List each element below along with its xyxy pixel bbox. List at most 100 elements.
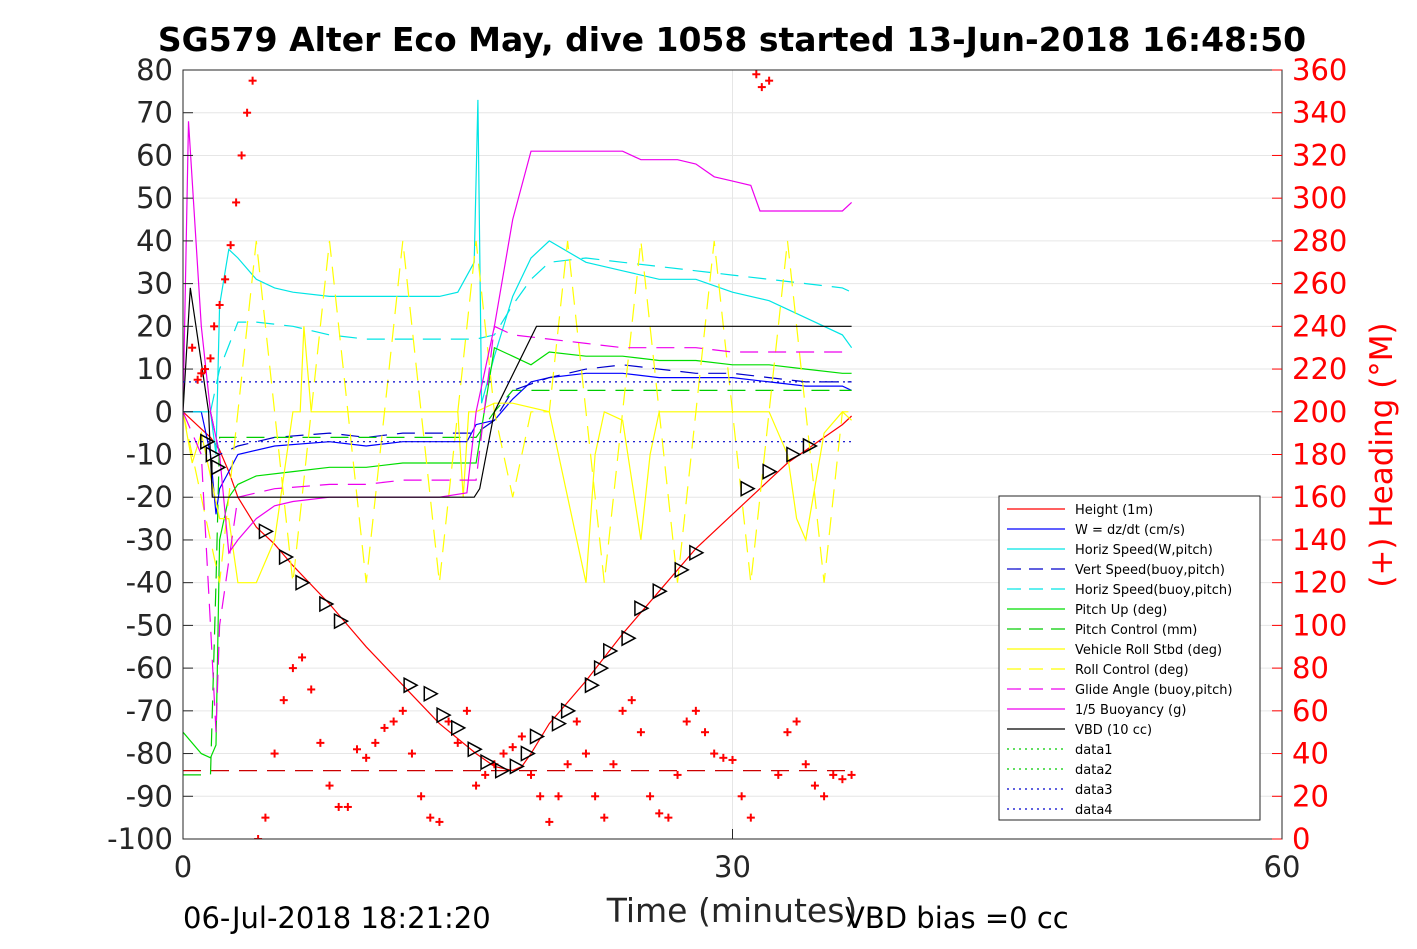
heading-marker xyxy=(472,781,481,790)
heading-marker xyxy=(226,241,235,250)
heading-marker xyxy=(783,728,792,737)
heading-marker xyxy=(737,792,746,801)
dive-marker xyxy=(205,446,221,463)
heading-marker xyxy=(829,770,838,779)
heading-marker xyxy=(563,760,572,769)
left-tick-label: -90 xyxy=(126,779,173,813)
heading-marker xyxy=(774,770,783,779)
left-tick-label: -40 xyxy=(126,566,173,600)
left-tick-label: -80 xyxy=(126,737,173,771)
heading-marker xyxy=(591,792,600,801)
dive-marker xyxy=(529,728,546,745)
series-line-6 xyxy=(183,389,852,776)
heading-marker xyxy=(221,275,230,284)
right-tick-label: 40 xyxy=(1292,737,1329,771)
heading-marker xyxy=(288,664,297,673)
right-tick-label: 280 xyxy=(1292,224,1347,258)
left-tick-label: -100 xyxy=(107,822,173,856)
heading-marker xyxy=(572,717,581,726)
legend-entry: data3 xyxy=(1075,783,1113,798)
legend-entry: Vert Speed(buoy,pitch) xyxy=(1075,563,1225,578)
heading-marker xyxy=(261,813,270,822)
heading-marker xyxy=(316,738,325,747)
dive-marker xyxy=(467,741,483,758)
heading-marker xyxy=(453,738,462,747)
left-tick-label: -70 xyxy=(126,694,173,728)
heading-marker xyxy=(691,706,700,715)
heading-marker xyxy=(389,717,398,726)
right-tick-label: 220 xyxy=(1292,352,1347,386)
heading-marker xyxy=(627,696,636,705)
dive-marker xyxy=(319,595,335,613)
dive-marker xyxy=(802,437,819,455)
heading-marker xyxy=(362,753,371,762)
heading-marker xyxy=(279,696,288,705)
dive-marker xyxy=(551,715,568,732)
heading-marker xyxy=(254,835,263,839)
dive-marker xyxy=(560,702,577,720)
heading-marker xyxy=(353,745,362,754)
heading-marker xyxy=(752,70,761,79)
heading-marker xyxy=(325,781,334,790)
left-tick-label: -20 xyxy=(126,480,173,514)
heading-marker xyxy=(636,728,645,737)
dive-marker xyxy=(509,758,525,775)
left-tick-label: 0 xyxy=(155,395,173,429)
heading-marker xyxy=(847,770,856,779)
right-tick-label: 360 xyxy=(1292,53,1347,87)
heading-marker xyxy=(646,792,655,801)
heading-marker xyxy=(710,749,719,758)
heading-marker xyxy=(609,760,618,769)
right-tick-label: 20 xyxy=(1292,779,1329,813)
footer-timestamp: 06-Jul-2018 18:21:20 xyxy=(183,901,491,935)
heading-marker xyxy=(243,108,252,117)
chart-title: SG579 Alter Eco May, dive 1058 started 1… xyxy=(158,20,1306,59)
legend-entry: Horiz Speed(W,pitch) xyxy=(1075,543,1213,558)
legend-entry: VBD (10 cc) xyxy=(1075,723,1152,738)
legend-box xyxy=(998,495,1261,821)
dive-marker xyxy=(403,676,419,694)
heading-marker xyxy=(481,770,490,779)
dive-marker xyxy=(200,433,216,450)
left-tick-label: 70 xyxy=(136,96,173,130)
heading-marker xyxy=(417,792,426,801)
heading-marker xyxy=(757,83,766,92)
legend-entry: Height (1m) xyxy=(1075,503,1153,518)
right-tick-label: 0 xyxy=(1292,822,1310,856)
heading-marker xyxy=(581,749,590,758)
heading-marker xyxy=(545,817,554,826)
x-tick-label: 0 xyxy=(174,850,192,884)
heading-marker xyxy=(838,775,847,784)
dive-marker xyxy=(494,762,511,779)
dive-marker xyxy=(211,459,227,476)
left-axis: -100-90-80-70-60-50-40-30-20-10010203040… xyxy=(107,53,193,856)
left-tick-label: -60 xyxy=(126,651,173,685)
right-axis-label: (+) Heading (°M) xyxy=(1364,322,1400,587)
heading-marker xyxy=(398,706,407,715)
dive-marker xyxy=(436,706,452,724)
heading-marker xyxy=(206,354,215,363)
heading-marker xyxy=(508,743,517,752)
left-tick-label: 60 xyxy=(136,138,173,172)
left-tick-label: -10 xyxy=(126,438,173,472)
dive-marker xyxy=(634,600,650,617)
right-tick-label: 240 xyxy=(1292,309,1347,343)
heading-marker xyxy=(215,300,224,309)
heading-marker xyxy=(435,817,444,826)
x-tick-label: 60 xyxy=(1264,850,1301,884)
heading-marker xyxy=(792,717,801,726)
right-tick-label: 140 xyxy=(1292,523,1347,557)
heading-marker xyxy=(270,749,279,758)
heading-marker xyxy=(248,76,257,85)
heading-marker xyxy=(237,151,246,160)
heading-marker xyxy=(673,770,682,779)
series-line-10 xyxy=(183,121,853,555)
legend-entry: data2 xyxy=(1075,763,1113,778)
heading-marker xyxy=(600,813,609,822)
dive-marker xyxy=(674,561,690,579)
heading-marker xyxy=(701,728,710,737)
left-tick-label: 40 xyxy=(136,224,173,258)
heading-marker xyxy=(618,706,627,715)
series-line-5 xyxy=(183,346,852,759)
